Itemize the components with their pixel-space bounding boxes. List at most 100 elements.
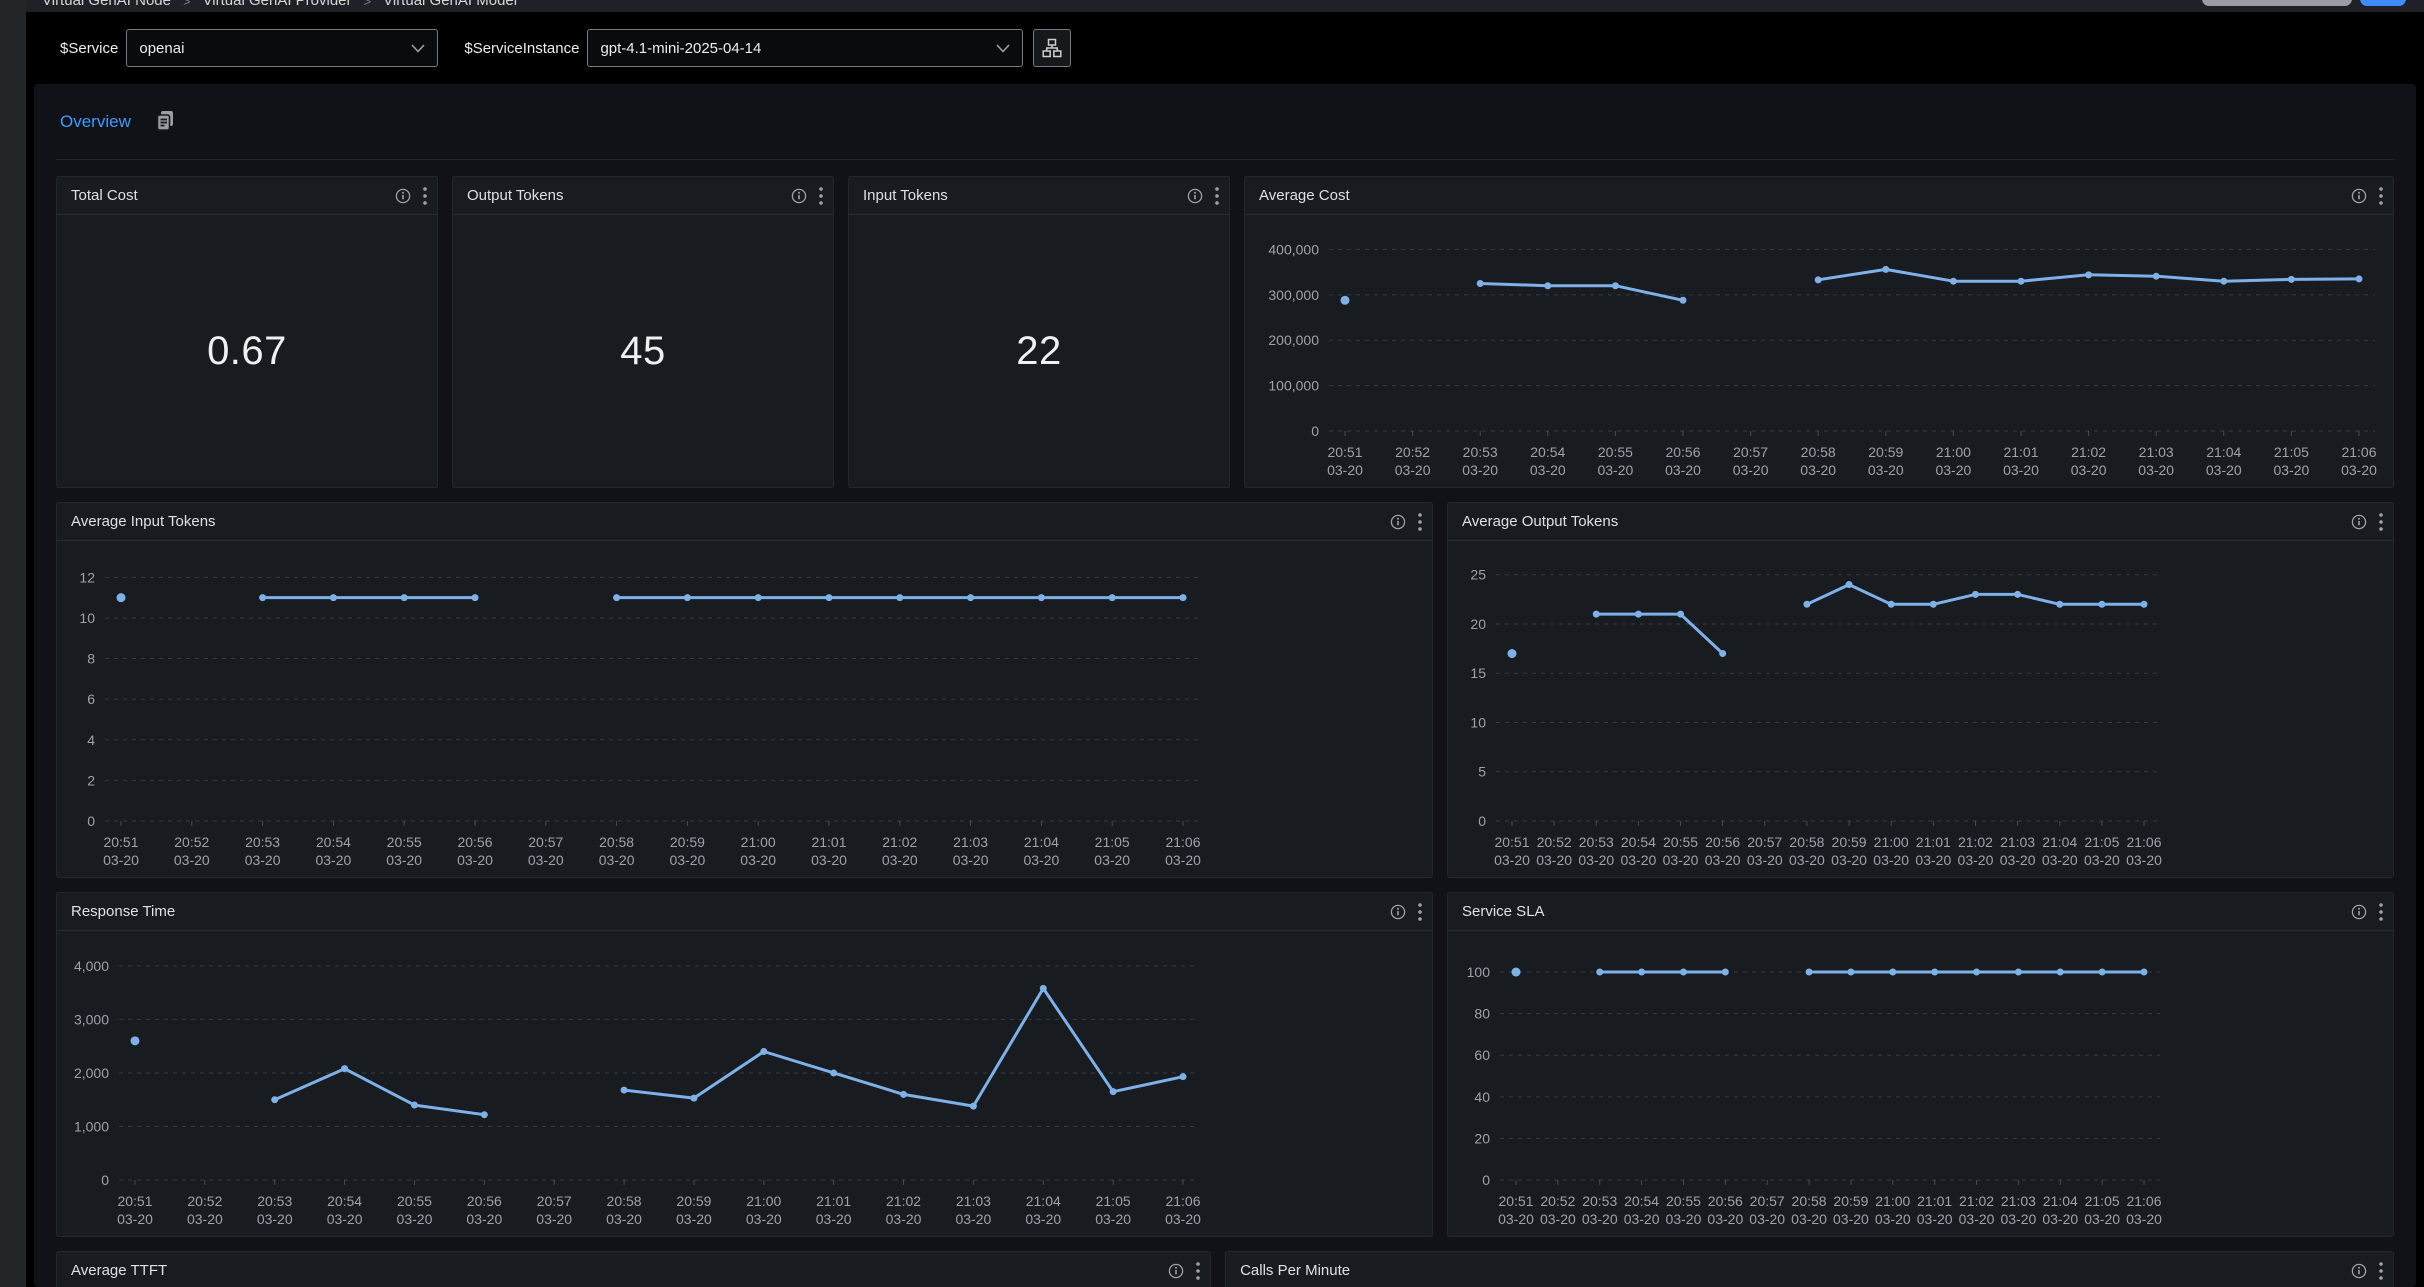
copy-icon bbox=[156, 110, 173, 131]
svg-text:0: 0 bbox=[101, 1172, 109, 1188]
panel-grid: Total Cost 0.67 Output Tokens 45 bbox=[56, 160, 2395, 1287]
kebab-menu-icon[interactable] bbox=[2379, 186, 2383, 205]
svg-text:400,000: 400,000 bbox=[1268, 241, 1319, 257]
tab-bar: Overview bbox=[56, 84, 2394, 160]
service-instance-select[interactable]: gpt-4.1-mini-2025-04-14 bbox=[587, 29, 1024, 67]
breadcrumb-separator: > bbox=[182, 0, 191, 9]
kebab-menu-icon[interactable] bbox=[1418, 902, 1422, 921]
service-select[interactable]: openai bbox=[126, 29, 439, 67]
kebab-menu-icon[interactable] bbox=[423, 186, 427, 205]
info-icon[interactable] bbox=[2351, 514, 2367, 530]
info-icon[interactable] bbox=[1390, 904, 1406, 920]
panel-average-ttft: Average TTFT bbox=[56, 1251, 1212, 1287]
info-icon[interactable] bbox=[1390, 514, 1406, 530]
breadcrumb-separator: > bbox=[363, 0, 372, 9]
kebab-menu-icon[interactable] bbox=[1215, 186, 1219, 205]
left-nav-rail bbox=[0, 0, 26, 1287]
kebab-menu-icon[interactable] bbox=[819, 186, 823, 205]
panel-title: Total Cost bbox=[71, 187, 138, 204]
kebab-menu-icon[interactable] bbox=[2379, 512, 2383, 531]
topology-button[interactable] bbox=[1033, 29, 1072, 67]
panel-title: Service SLA bbox=[1462, 903, 1545, 920]
svg-text:1,000: 1,000 bbox=[74, 1118, 109, 1134]
stat-value-total-cost: 0.67 bbox=[207, 328, 287, 373]
svg-text:12: 12 bbox=[79, 569, 95, 585]
response-time-line-chart: 0 1,000 2,000 3,000 4,000 20:51 03-20 20:52 03-2… bbox=[74, 958, 1201, 1227]
svg-text:2,000: 2,000 bbox=[74, 1065, 109, 1081]
kebab-menu-icon[interactable] bbox=[1196, 1261, 1200, 1280]
svg-text:25: 25 bbox=[1470, 567, 1486, 583]
panel-average-cost: Average Cost 0 100,000 200,000 300,000 400,0… bbox=[1244, 176, 2394, 488]
average-input-tokens-line-chart: 0 2 4 6 8 10 12 20:51 03-20 20:52 03-20 20:53 03-20 2… bbox=[79, 569, 1201, 868]
breadcrumb-item-provider[interactable]: Virtual GenAI Provider bbox=[202, 0, 352, 9]
copy-dashboard-button[interactable] bbox=[155, 110, 177, 134]
kebab-menu-icon[interactable] bbox=[1418, 512, 1422, 531]
kebab-menu-icon[interactable] bbox=[2379, 1261, 2383, 1280]
svg-text:3,000: 3,000 bbox=[74, 1011, 109, 1027]
info-icon[interactable] bbox=[1187, 188, 1203, 204]
kebab-menu-icon[interactable] bbox=[2379, 902, 2383, 921]
primary-action-button[interactable] bbox=[2360, 0, 2406, 6]
svg-text:4,000: 4,000 bbox=[74, 958, 109, 974]
info-icon[interactable] bbox=[1168, 1263, 1184, 1279]
info-icon[interactable] bbox=[791, 188, 807, 204]
svg-text:0: 0 bbox=[1478, 813, 1486, 829]
service-instance-select-value: gpt-4.1-mini-2025-04-14 bbox=[600, 39, 762, 57]
average-cost-line-chart: 0 100,000 200,000 300,000 400,000 20:51 03-20 2… bbox=[1268, 241, 2377, 478]
panel-title: Average Cost bbox=[1259, 187, 1350, 204]
tab-overview[interactable]: Overview bbox=[60, 111, 131, 131]
info-icon[interactable] bbox=[2351, 188, 2367, 204]
svg-text:10: 10 bbox=[79, 610, 95, 626]
svg-text:100: 100 bbox=[1467, 964, 1491, 980]
svg-text:60: 60 bbox=[1474, 1047, 1490, 1063]
info-icon[interactable] bbox=[395, 188, 411, 204]
time-range-button[interactable] bbox=[2202, 0, 2352, 6]
panel-title: Input Tokens bbox=[863, 187, 948, 204]
panel-average-input-tokens: Average Input Tokens 0 2 4 6 8 10 12 20:51 03-20… bbox=[56, 502, 1433, 878]
panel-title: Output Tokens bbox=[467, 187, 564, 204]
info-icon[interactable] bbox=[2351, 904, 2367, 920]
info-icon[interactable] bbox=[2351, 1263, 2367, 1279]
breadcrumb-item-node[interactable]: Virtual GenAI Node bbox=[42, 0, 171, 9]
svg-text:5: 5 bbox=[1478, 764, 1486, 780]
breadcrumb-item-model[interactable]: Virtual GenAI Model bbox=[383, 0, 518, 9]
